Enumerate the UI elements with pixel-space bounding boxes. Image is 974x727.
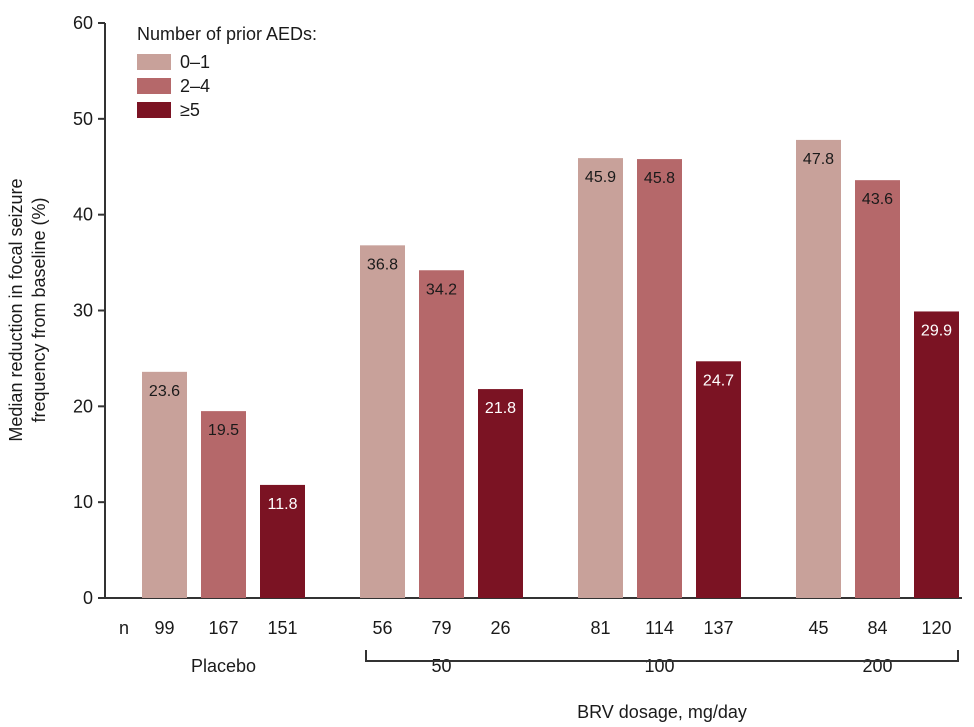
n-value: 151	[267, 618, 297, 638]
bar	[419, 270, 464, 598]
legend-label: 2–4	[180, 76, 210, 96]
bar-value-label: 43.6	[862, 191, 893, 208]
bar-value-label: 45.9	[585, 169, 616, 186]
y-axis-title-line-2: frequency from baseline (%)	[29, 197, 49, 422]
legend-label: 0–1	[180, 52, 210, 72]
brv-bracket	[365, 650, 959, 662]
bar-value-label: 21.8	[485, 400, 516, 417]
group-label: Placebo	[191, 656, 256, 676]
y-tick-label: 50	[73, 109, 93, 129]
bar	[796, 139, 841, 598]
bar-value-label: 23.6	[149, 383, 180, 400]
y-tick-label: 0	[83, 588, 93, 608]
bar-value-label: 47.8	[803, 151, 834, 168]
legend-swatch	[137, 102, 171, 118]
bar	[914, 311, 959, 598]
n-value: 79	[431, 618, 451, 638]
group-label: 100	[644, 656, 674, 676]
bar	[142, 371, 187, 598]
legend-swatch	[137, 78, 171, 94]
bar-value-label: 36.8	[367, 256, 398, 273]
n-value: 99	[154, 618, 174, 638]
bar-value-label: 34.2	[426, 281, 457, 298]
group-label: 200	[862, 656, 892, 676]
n-row-label: n	[119, 618, 129, 638]
n-value: 120	[921, 618, 951, 638]
n-value: 114	[645, 618, 674, 638]
bar	[637, 159, 682, 599]
bar	[201, 411, 246, 598]
y-tick-label: 60	[73, 13, 93, 33]
n-value: 45	[808, 618, 828, 638]
bar	[478, 389, 523, 598]
y-axis-title: Median reduction in focal seizure freque…	[6, 178, 49, 441]
y-tick-label: 30	[73, 301, 93, 321]
y-tick-label: 10	[73, 492, 93, 512]
bar-value-label: 11.8	[268, 496, 298, 513]
group-label: 50	[431, 656, 451, 676]
bar-value-label: 45.8	[644, 170, 675, 187]
y-tick-label: 40	[73, 205, 93, 225]
legend-label: ≥5	[180, 100, 200, 120]
bar	[855, 180, 900, 598]
n-value: 81	[590, 618, 610, 638]
bracket-line	[365, 650, 959, 662]
sample-size-row: n 99 167 151 56 79 26 81 114 137 45 84 120	[119, 618, 952, 638]
legend: Number of prior AEDs: 0–1 2–4 ≥5	[137, 24, 317, 120]
n-value: 137	[703, 618, 733, 638]
group-labels: Placebo 50 100 200	[191, 656, 893, 676]
bar-value-label: 19.5	[208, 422, 239, 439]
bars: 23.6 19.5 11.8 36.8 34.2 21.8 45.9 45.8 24.7 47.8…	[142, 139, 959, 599]
bar-value-label: 29.9	[921, 322, 952, 339]
n-value: 26	[490, 618, 510, 638]
legend-swatch	[137, 54, 171, 70]
y-axis-title-line-1: Median reduction in focal seizure	[6, 178, 26, 441]
bar-value-label: 24.7	[703, 372, 734, 389]
bar	[696, 361, 741, 598]
bar	[260, 484, 305, 598]
bar	[578, 158, 623, 598]
y-tick-label: 20	[73, 396, 93, 416]
n-value: 84	[867, 618, 887, 638]
n-value: 56	[372, 618, 392, 638]
bar	[360, 245, 405, 599]
n-value: 167	[208, 618, 238, 638]
legend-title: Number of prior AEDs:	[137, 24, 317, 44]
x-axis-title: BRV dosage, mg/day	[577, 702, 747, 722]
y-axis: 0 10 20 30 40 50 60	[73, 13, 962, 608]
